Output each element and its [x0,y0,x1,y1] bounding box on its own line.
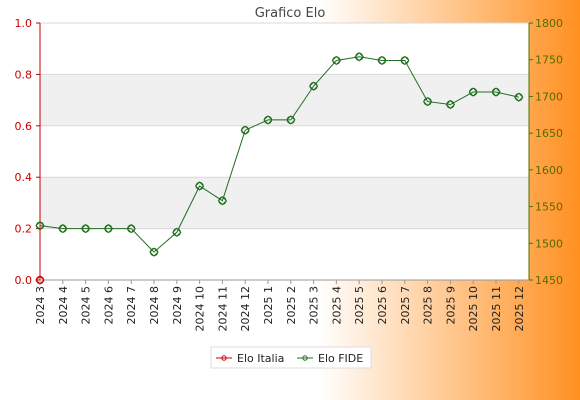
data-point [35,275,45,285]
data-point [58,224,67,233]
series-line-1 [39,56,519,253]
left-tick-label: 1.0 [15,17,33,30]
right-tick-label: 1450 [535,274,563,287]
grid-band [40,177,529,229]
data-point [423,97,432,106]
x-tick-label: 2025 11 [490,286,503,332]
legend-box [210,346,372,369]
x-tick-label: 2024 7 [125,286,138,325]
x-tick-label: 2025 1 [262,286,275,325]
x-tick-label: 2025 4 [330,286,343,325]
data-point [355,52,364,61]
legend-label-1: Elo FIDE [318,352,363,365]
x-tick-label: 2024 10 [194,286,207,332]
right-tick-label: 1800 [535,17,563,30]
right-tick-label: 1500 [535,237,563,250]
grid-band [40,74,529,126]
data-point [469,87,478,97]
x-tick-label: 2025 5 [353,286,366,325]
x-tick-label: 2025 2 [285,286,298,325]
data-point [400,56,409,65]
data-point [446,100,455,109]
data-point [309,82,318,91]
data-point [263,115,273,125]
data-point [149,247,159,257]
x-tick-label: 2025 3 [308,286,321,325]
right-tick-label: 1700 [535,90,563,103]
right-tick-label: 1750 [535,54,563,67]
data-point [241,126,250,135]
right-tick-label: 1600 [535,164,563,177]
left-tick-label: 0.0 [15,274,33,287]
x-tick-label: 2024 12 [239,286,252,332]
data-point [195,181,204,191]
right-tick-label: 1650 [535,127,563,140]
left-tick-label: 0.6 [15,120,33,133]
left-tick-label: 0.8 [15,68,33,81]
legend-marker-1 [302,355,308,361]
data-point [332,56,341,65]
data-point [514,93,523,102]
data-point [127,224,136,233]
x-tick-label: 2025 10 [467,286,480,332]
x-tick-label: 2024 4 [57,286,70,325]
legend: Elo Italia Elo FIDE [210,346,372,369]
x-tick-label: 2024 6 [102,286,115,325]
data-point [491,87,501,97]
x-tick-label: 2024 3 [34,286,47,325]
data-point [377,56,387,65]
data-point [35,221,45,230]
data-point [81,224,90,233]
chart-title: Grafico Elo [255,6,326,21]
left-tick-label: 0.2 [15,223,33,236]
data-point [172,228,181,237]
x-tick-label: 2025 12 [513,286,526,332]
left-tick-label: 0.4 [15,171,33,184]
legend-label-0: Elo Italia [237,352,284,365]
x-tick-label: 2025 7 [399,286,412,325]
data-point [218,196,227,205]
x-tick-label: 2024 9 [171,286,184,325]
x-tick-label: 2024 5 [80,286,93,325]
x-tick-label: 2025 8 [422,286,435,325]
plot-area [40,23,529,280]
right-tick-label: 1550 [535,201,563,214]
x-tick-label: 2025 9 [444,286,457,325]
legend-marker-0 [221,355,227,361]
data-point [104,224,113,233]
x-tick-label: 2024 11 [216,286,229,332]
x-tick-label: 2025 6 [376,286,389,325]
data-point [286,115,295,125]
x-tick-label: 2024 8 [148,286,161,325]
